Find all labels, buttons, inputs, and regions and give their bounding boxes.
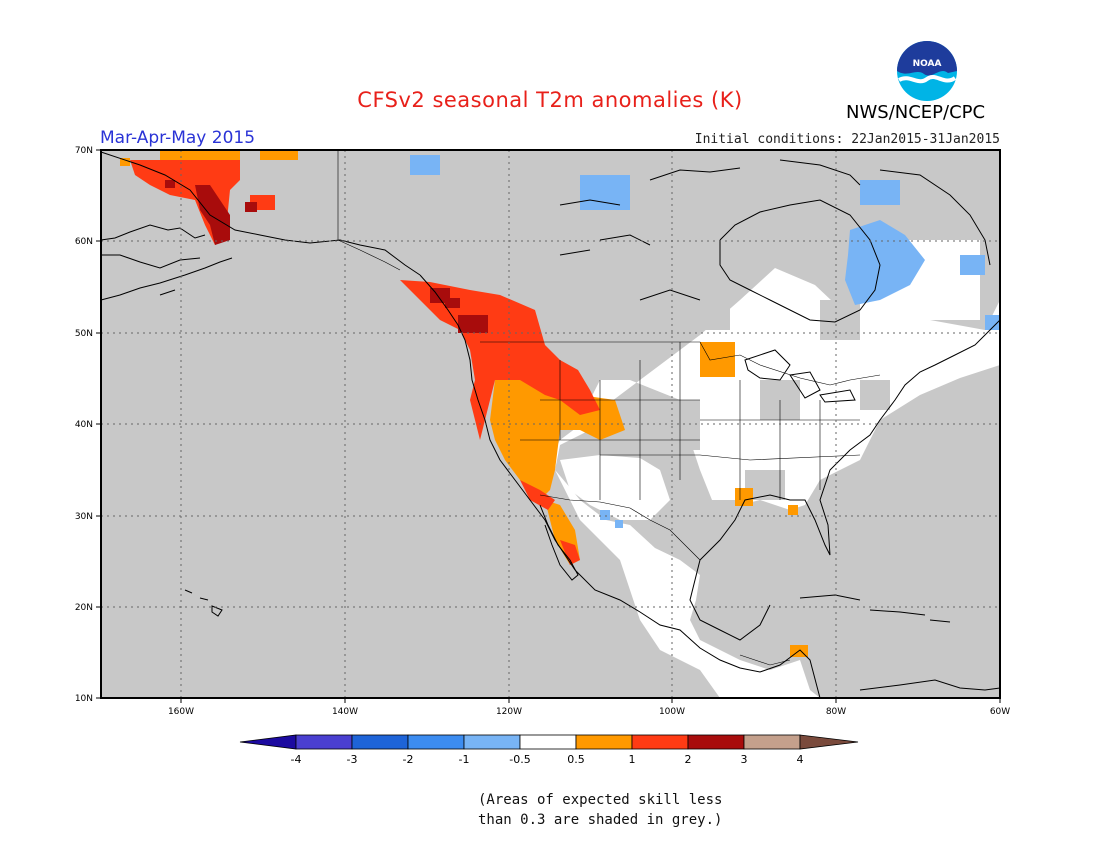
agency-label: NWS/NCEP/CPC bbox=[846, 102, 986, 123]
lat-label-50n: 50N bbox=[75, 329, 93, 339]
initial-conditions-label: Initial conditions: 22Jan2015-31Jan2015 bbox=[694, 132, 1000, 147]
lat-label-10n: 10N bbox=[75, 694, 93, 704]
lon-label-140w: 140W bbox=[332, 707, 358, 717]
noaa-logo: NOAA bbox=[897, 41, 957, 101]
lon-label-160w: 160W bbox=[168, 707, 194, 717]
lat-label-30n: 30N bbox=[75, 512, 93, 522]
lon-label-100w: 100W bbox=[659, 707, 685, 717]
lat-label-20n: 20N bbox=[75, 603, 93, 613]
lon-label-120w: 120W bbox=[496, 707, 522, 717]
skill-note-line-1: (Areas of expected skill less bbox=[478, 792, 723, 808]
lat-label-60n: 60N bbox=[75, 237, 93, 247]
lon-label-60w: 60W bbox=[990, 707, 1010, 717]
skill-note-line-2: than 0.3 are shaded in grey.) bbox=[478, 812, 723, 828]
graticule bbox=[101, 150, 1000, 698]
coastlines bbox=[100, 151, 1001, 699]
lon-label-80w: 80W bbox=[826, 707, 846, 717]
lat-label-70n: 70N bbox=[75, 146, 93, 156]
lat-label-40n: 40N bbox=[75, 420, 93, 430]
noaa-logo-text: NOAA bbox=[913, 59, 942, 69]
season-label: Mar-Apr-May 2015 bbox=[100, 128, 256, 148]
political-borders bbox=[337, 150, 881, 666]
chart-title: CFSv2 seasonal T2m anomalies (K) bbox=[357, 88, 743, 112]
